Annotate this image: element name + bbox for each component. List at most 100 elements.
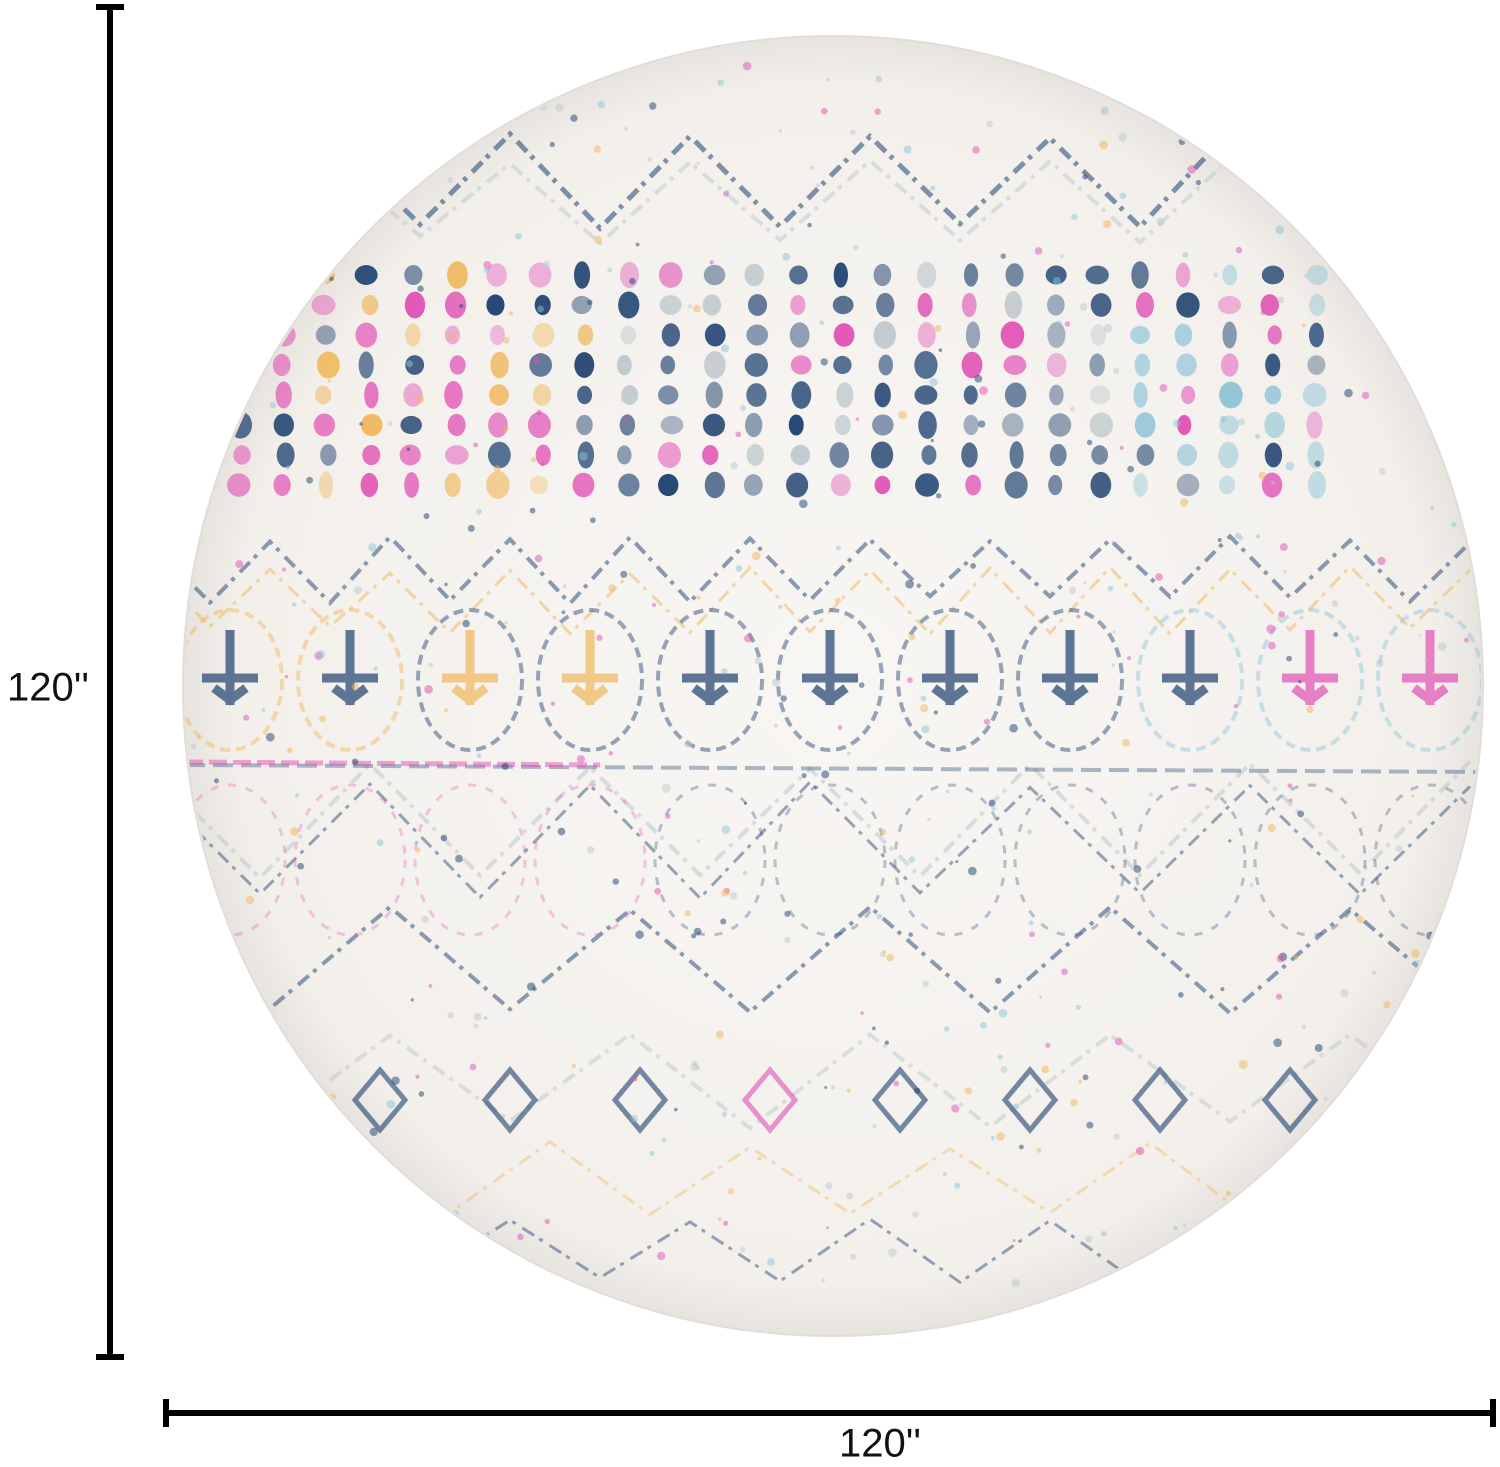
rug-motif xyxy=(571,295,592,315)
rug-motif xyxy=(998,1008,1008,1018)
rug-motif xyxy=(1364,1124,1370,1130)
rug-motif xyxy=(399,444,421,466)
rug-motif xyxy=(577,385,593,405)
rug-motif xyxy=(921,445,937,465)
rug-motif xyxy=(1111,541,1115,545)
rug-motif xyxy=(1258,471,1267,480)
rug-motif xyxy=(740,405,746,411)
rug-motif xyxy=(389,45,398,54)
rug-motif xyxy=(596,634,603,641)
rug-motif xyxy=(721,344,730,353)
rug-motif xyxy=(1134,353,1151,377)
rug-motif xyxy=(487,441,511,469)
rug-motif xyxy=(1082,174,1088,180)
rug-motif xyxy=(1435,87,1441,93)
rug-motif xyxy=(213,778,219,784)
rug-motif xyxy=(1009,441,1024,469)
rug-motif xyxy=(632,1076,638,1082)
rug-motif xyxy=(1270,480,1275,485)
rug-motif xyxy=(557,827,566,836)
rug-motif xyxy=(616,354,632,376)
rug-motif xyxy=(376,839,384,847)
rug-motif xyxy=(486,471,510,499)
rug-motif xyxy=(1255,434,1261,440)
rug-motif xyxy=(720,918,727,925)
rug-motif xyxy=(490,351,509,379)
rug-motif xyxy=(579,451,588,461)
rug-motif xyxy=(951,1104,960,1113)
rug-motif xyxy=(364,381,379,409)
rug-motif xyxy=(961,351,983,379)
rug-motif xyxy=(201,1080,209,1089)
rug-motif xyxy=(917,261,937,289)
rug-motif xyxy=(447,176,454,183)
rug-motif xyxy=(996,1132,1005,1141)
rug-motif xyxy=(635,242,640,247)
rug-motif xyxy=(773,783,887,937)
rug-motif xyxy=(590,779,596,786)
rug-motif xyxy=(1283,569,1287,574)
rug-motif xyxy=(534,554,543,563)
rug-motif xyxy=(1000,253,1006,259)
rug-motif xyxy=(979,386,988,395)
rug-motif xyxy=(1090,324,1107,346)
rug-motif xyxy=(912,1211,919,1218)
rug-motif xyxy=(517,1233,524,1241)
rug-motif xyxy=(729,892,738,900)
rug-motif xyxy=(918,411,937,439)
rug-motif xyxy=(358,351,374,379)
rug-motif xyxy=(1265,353,1281,377)
rug-motif xyxy=(1086,1121,1094,1129)
rug-motif xyxy=(1331,600,1339,608)
rug-motif xyxy=(1451,521,1457,528)
rug-motif xyxy=(656,608,764,752)
rug-motif xyxy=(273,474,291,496)
rug-motif xyxy=(1075,1004,1082,1011)
rug-motif xyxy=(1308,227,1316,235)
rug-motif xyxy=(740,1247,746,1253)
rug-motif xyxy=(428,984,433,988)
rug-motif xyxy=(228,411,253,439)
rug-motif xyxy=(308,1315,316,1324)
rug-motif xyxy=(400,415,422,435)
rug-motif xyxy=(1021,1308,1029,1316)
rug-motif xyxy=(724,190,730,195)
rug-motif xyxy=(416,608,524,752)
rug-motif xyxy=(1442,403,1452,413)
rug-motif xyxy=(830,473,851,497)
rug-motif xyxy=(1113,1133,1120,1140)
rug-motif xyxy=(1463,946,1469,952)
rug-motif xyxy=(1059,254,1064,259)
rug-motif xyxy=(691,1060,698,1067)
rug-motif xyxy=(1228,839,1232,843)
rug-motif xyxy=(1018,1144,1024,1150)
rug-motif xyxy=(185,759,601,768)
rug-motif xyxy=(990,1135,995,1140)
rug-motif xyxy=(1047,321,1066,349)
rug-motif xyxy=(447,261,468,289)
rug-motif xyxy=(529,475,548,495)
rug-motif xyxy=(570,114,578,122)
rug-motif xyxy=(233,445,251,465)
rug-motif xyxy=(970,563,976,569)
rug-motif xyxy=(360,413,383,437)
rug-motif xyxy=(874,108,881,115)
rug-motif xyxy=(855,417,860,421)
rug-motif xyxy=(915,473,939,497)
rug-motif xyxy=(849,1253,857,1260)
rug-motif xyxy=(1046,294,1065,316)
rug-motif xyxy=(1149,792,1154,797)
rug-motif xyxy=(620,570,628,578)
rug-motif xyxy=(858,682,865,688)
rug-motif xyxy=(322,630,378,706)
rug-motif xyxy=(405,323,421,347)
rug-motif xyxy=(782,252,791,261)
rug-motif xyxy=(1188,50,1193,55)
rug-motif xyxy=(1411,949,1420,958)
rug-motif xyxy=(735,431,742,438)
rug-motif xyxy=(332,165,336,169)
rug-motif xyxy=(1029,931,1035,938)
rug-motif xyxy=(721,1111,728,1118)
rug-motif xyxy=(1288,798,1293,803)
